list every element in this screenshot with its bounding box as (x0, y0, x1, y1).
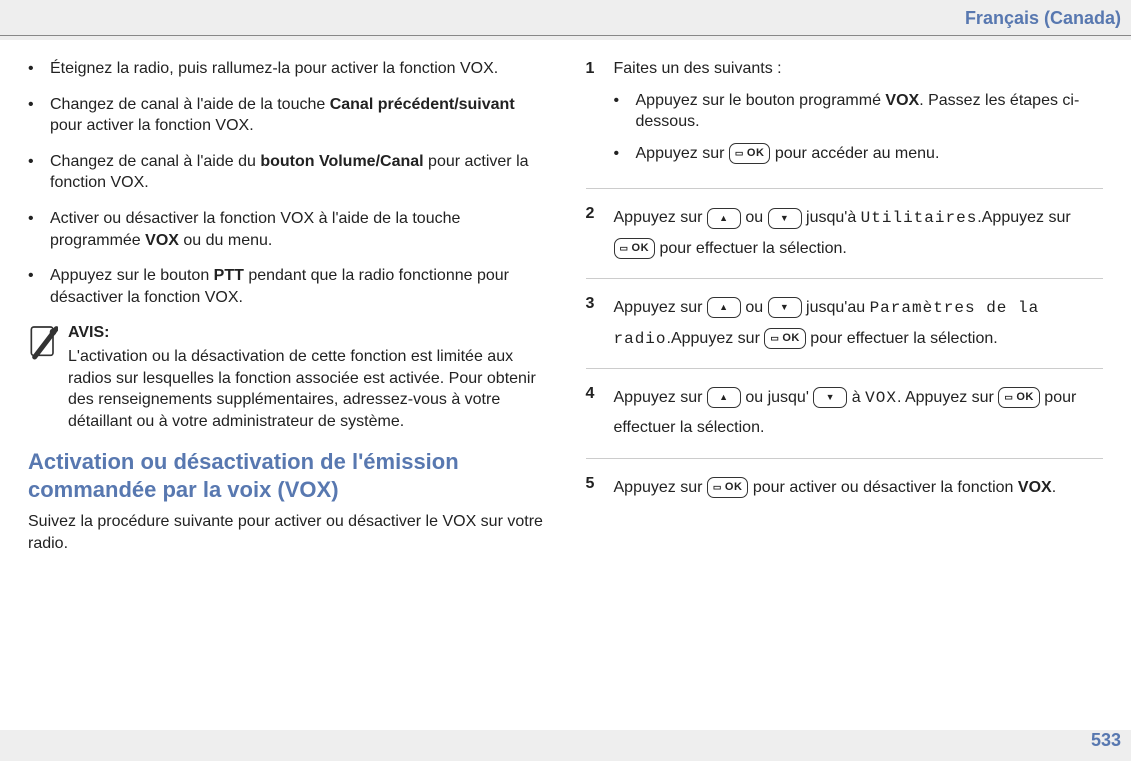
list-item: Appuyez sur OK pour accéder au menu. (614, 143, 1104, 165)
text: . Appuyez sur (897, 389, 998, 406)
notice-icon (28, 324, 58, 360)
bold-text: Canal précédent/suivant (330, 96, 515, 113)
list-item: Activer ou désactiver la fonction VOX à … (28, 208, 546, 251)
text: pour activer la fonction VOX. (50, 117, 254, 134)
notice-body: AVIS: L'activation ou la désactivation d… (68, 322, 546, 432)
step-list: Faites un des suivants : Appuyez sur le … (586, 58, 1104, 517)
ok-button-icon: OK (707, 477, 749, 498)
list-item: Appuyez sur le bouton PTT pendant que la… (28, 265, 546, 308)
text: ou (741, 209, 768, 226)
ok-button-icon: OK (764, 328, 806, 349)
bold-text: VOX (885, 92, 919, 109)
right-column: Faites un des suivants : Appuyez sur le … (586, 58, 1104, 712)
list-item: Changez de canal à l'aide du bouton Volu… (28, 151, 546, 194)
header-language: Français (Canada) (0, 0, 1131, 36)
step-3: Appuyez sur ou jusqu'au Paramètres de la… (586, 278, 1104, 368)
text: à (847, 389, 865, 406)
step-lead: Faites un des suivants : (614, 58, 1104, 80)
page-number: 533 (1091, 730, 1121, 751)
page-body: Éteignez la radio, puis rallumez-la pour… (0, 40, 1131, 730)
step-5: Appuyez sur OK pour activer ou désactive… (586, 458, 1104, 517)
text: pour accéder au menu. (770, 145, 939, 162)
step-4: Appuyez sur ou jusqu' à VOX. Appuyez sur… (586, 368, 1104, 458)
text: Appuyez sur (614, 389, 707, 406)
step-text: Appuyez sur ou jusqu' à VOX. Appuyez sur… (614, 383, 1104, 444)
list-item: Appuyez sur le bouton programmé VOX. Pas… (614, 90, 1104, 133)
text: .Appuyez sur (977, 209, 1070, 226)
list-item: Éteignez la radio, puis rallumez-la pour… (28, 58, 546, 80)
step-2: Appuyez sur ou jusqu'à Utilitaires.Appuy… (586, 188, 1104, 278)
bold-text: PTT (214, 267, 244, 284)
ok-button-icon: OK (729, 143, 771, 164)
bold-text: bouton Volume/Canal (260, 153, 423, 170)
up-button-icon (707, 387, 741, 408)
text: Éteignez la radio, puis rallumez-la pour… (50, 60, 498, 77)
bold-text: VOX (145, 232, 179, 249)
up-button-icon (707, 297, 741, 318)
text: Changez de canal à l'aide de la touche (50, 96, 330, 113)
text: Changez de canal à l'aide du (50, 153, 260, 170)
text: Appuyez sur (636, 145, 729, 162)
step-1-sublist: Appuyez sur le bouton programmé VOX. Pas… (614, 90, 1104, 165)
text: pour activer ou désactiver la fonction (748, 479, 1017, 496)
step-1: Faites un des suivants : Appuyez sur le … (586, 58, 1104, 188)
notice-block: AVIS: L'activation ou la désactivation d… (28, 322, 546, 432)
ok-button-icon: OK (998, 387, 1040, 408)
text: Appuyez sur le bouton programmé (636, 92, 886, 109)
text: .Appuyez sur (667, 330, 765, 347)
step-text: Appuyez sur ou jusqu'au Paramètres de la… (614, 293, 1104, 354)
ok-button-icon: OK (614, 238, 656, 259)
list-item: Changez de canal à l'aide de la touche C… (28, 94, 546, 137)
step-text: Appuyez sur OK pour activer ou désactive… (614, 473, 1104, 503)
lcd-text: Utilitaires (861, 209, 978, 227)
text: pour effectuer la sélection. (655, 240, 847, 257)
left-column: Éteignez la radio, puis rallumez-la pour… (28, 58, 546, 712)
text: ou (741, 299, 768, 316)
text: ou jusqu' (741, 389, 813, 406)
text: . (1052, 479, 1056, 496)
lcd-text: VOX (865, 389, 897, 407)
down-button-icon (813, 387, 847, 408)
section-intro: Suivez la procédure suivante pour active… (28, 511, 546, 554)
text: ou du menu. (179, 232, 272, 249)
text: jusqu'à (802, 209, 861, 226)
text: Appuyez sur le bouton (50, 267, 214, 284)
down-button-icon (768, 297, 802, 318)
bold-text: VOX (1018, 479, 1052, 496)
notice-title: AVIS: (68, 322, 546, 344)
text: pour effectuer la sélection. (806, 330, 998, 347)
step-text: Appuyez sur ou jusqu'à Utilitaires.Appuy… (614, 203, 1104, 264)
text: jusqu'au (802, 299, 870, 316)
text: Appuyez sur (614, 299, 707, 316)
notice-text: L'activation ou la désactivation de cett… (68, 346, 546, 432)
text: Appuyez sur (614, 209, 707, 226)
up-button-icon (707, 208, 741, 229)
down-button-icon (768, 208, 802, 229)
vox-bullet-list: Éteignez la radio, puis rallumez-la pour… (28, 58, 546, 308)
section-heading: Activation ou désactivation de l'émissio… (28, 448, 546, 503)
text: Appuyez sur (614, 479, 707, 496)
